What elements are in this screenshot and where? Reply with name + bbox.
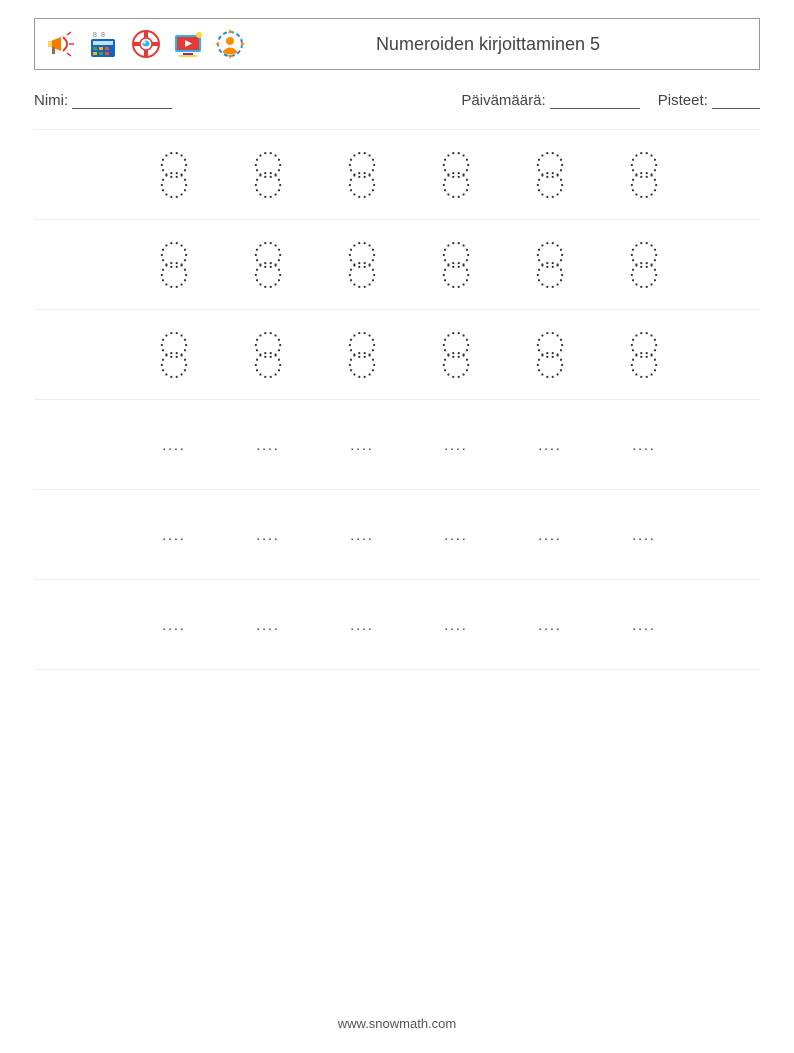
- practice-row: ........................: [34, 580, 760, 670]
- trace-row: [34, 130, 760, 220]
- blank-digit-cell[interactable]: ....: [624, 527, 664, 543]
- name-blank[interactable]: [72, 95, 172, 109]
- guide-dots: ....: [444, 437, 468, 453]
- trace-digit-cell[interactable]: [436, 240, 476, 290]
- guide-dots: ....: [256, 617, 280, 633]
- footer-url: www.snowmath.com: [0, 1016, 794, 1031]
- score-blank[interactable]: [712, 95, 760, 109]
- blank-digit-cell[interactable]: ....: [530, 527, 570, 543]
- trace-digit-cell[interactable]: [342, 330, 382, 380]
- trace-digit-cell[interactable]: [154, 330, 194, 380]
- trace-row: [34, 310, 760, 400]
- trace-digit-cell[interactable]: [436, 330, 476, 380]
- date-label: Päivämäärä:: [461, 92, 545, 109]
- blank-digit-cell[interactable]: ....: [624, 617, 664, 633]
- trace-digit-cell[interactable]: [342, 240, 382, 290]
- guide-dots: ....: [538, 437, 562, 453]
- worksheet-grid: ........................................…: [34, 129, 760, 670]
- guide-dots: ....: [162, 527, 186, 543]
- blank-digit-cell[interactable]: ....: [342, 617, 382, 633]
- trace-row: [34, 220, 760, 310]
- guide-dots: ....: [162, 437, 186, 453]
- blank-digit-cell[interactable]: ....: [154, 617, 194, 633]
- name-label: Nimi:: [34, 92, 68, 109]
- guide-dots: ....: [538, 617, 562, 633]
- video-monitor-icon: [171, 27, 205, 61]
- meta-row: Nimi: Päivämäärä: Pisteet:: [34, 92, 760, 109]
- trace-digit-cell[interactable]: [436, 150, 476, 200]
- guide-dots: ....: [632, 437, 656, 453]
- blank-digit-cell[interactable]: ....: [248, 527, 288, 543]
- date-blank[interactable]: [550, 95, 640, 109]
- score-field: Pisteet:: [658, 92, 760, 109]
- guide-dots: ....: [350, 617, 374, 633]
- blank-digit-cell[interactable]: ....: [154, 527, 194, 543]
- guide-dots: ....: [632, 617, 656, 633]
- score-label: Pisteet:: [658, 92, 708, 109]
- guide-dots: ....: [256, 527, 280, 543]
- trace-digit-cell[interactable]: [248, 150, 288, 200]
- trace-digit-cell[interactable]: [530, 240, 570, 290]
- trace-digit-cell[interactable]: [248, 240, 288, 290]
- header-box: 8 8: [34, 18, 760, 70]
- blank-digit-cell[interactable]: ....: [530, 437, 570, 453]
- guide-dots: ....: [632, 527, 656, 543]
- blank-digit-cell[interactable]: ....: [436, 527, 476, 543]
- trace-digit-cell[interactable]: [624, 150, 664, 200]
- megaphone-icon: [45, 27, 79, 61]
- trace-digit-cell[interactable]: [154, 150, 194, 200]
- svg-text:8: 8: [93, 32, 97, 39]
- blank-digit-cell[interactable]: ....: [342, 437, 382, 453]
- name-field: Nimi:: [34, 92, 172, 109]
- trace-digit-cell[interactable]: [342, 150, 382, 200]
- guide-dots: ....: [350, 527, 374, 543]
- header-icons: 8 8: [45, 27, 247, 61]
- guide-dots: ....: [538, 527, 562, 543]
- worksheet-title: Numeroiden kirjoittaminen 5: [247, 34, 749, 55]
- practice-row: ........................: [34, 490, 760, 580]
- practice-row: ........................: [34, 400, 760, 490]
- guide-dots: ....: [444, 527, 468, 543]
- calculator-icon: 8 8: [87, 27, 121, 61]
- guide-dots: ....: [444, 617, 468, 633]
- user-target-icon: [213, 27, 247, 61]
- svg-text:8: 8: [101, 32, 105, 39]
- trace-digit-cell[interactable]: [624, 240, 664, 290]
- blank-digit-cell[interactable]: ....: [248, 437, 288, 453]
- date-field: Päivämäärä:: [461, 92, 639, 109]
- guide-dots: ....: [162, 617, 186, 633]
- guide-dots: ....: [350, 437, 374, 453]
- blank-digit-cell[interactable]: ....: [248, 617, 288, 633]
- blank-digit-cell[interactable]: ....: [436, 617, 476, 633]
- blank-digit-cell[interactable]: ....: [154, 437, 194, 453]
- trace-digit-cell[interactable]: [248, 330, 288, 380]
- trace-digit-cell[interactable]: [154, 240, 194, 290]
- trace-digit-cell[interactable]: [530, 330, 570, 380]
- blank-digit-cell[interactable]: ....: [436, 437, 476, 453]
- guide-dots: ....: [256, 437, 280, 453]
- blank-digit-cell[interactable]: ....: [342, 527, 382, 543]
- blank-digit-cell[interactable]: ....: [530, 617, 570, 633]
- trace-digit-cell[interactable]: [624, 330, 664, 380]
- trace-digit-cell[interactable]: [530, 150, 570, 200]
- lifebuoy-icon: [129, 27, 163, 61]
- blank-digit-cell[interactable]: ....: [624, 437, 664, 453]
